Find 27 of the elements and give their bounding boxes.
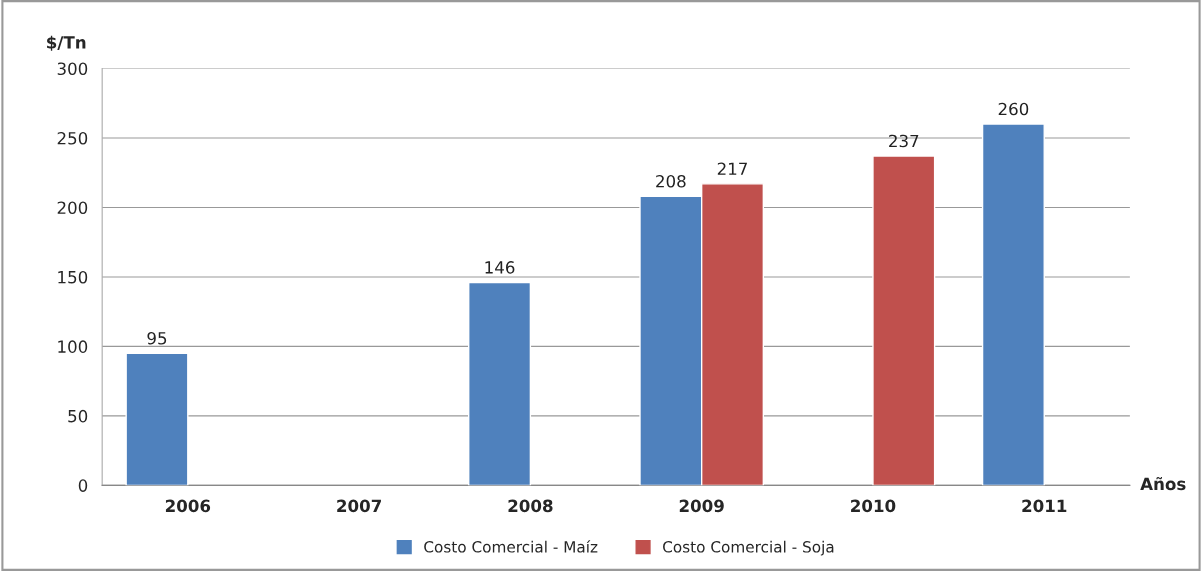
bar: [125, 352, 189, 486]
y-tick-label: 300: [57, 62, 88, 76]
bar: [872, 155, 936, 486]
legend-label: Costo Comercial - Maíz: [424, 540, 598, 553]
x-tick-label: 2009: [679, 499, 724, 513]
x-tick-label: 2007: [337, 499, 381, 513]
x-tick-label: 2010: [851, 499, 896, 513]
y-tick-label: 200: [57, 201, 88, 215]
data-label: 260: [998, 102, 1029, 116]
bar: [981, 123, 1045, 486]
x-tick-label: 2008: [508, 499, 553, 513]
y-axis-title: $/Tn: [47, 35, 86, 51]
legend-label: Costo Comercial - Soja: [663, 540, 834, 556]
bar: [468, 281, 532, 486]
data-label: 95: [147, 331, 167, 345]
y-tick-label: 250: [57, 131, 88, 145]
y-tick-label: 100: [58, 340, 88, 353]
data-label: 146: [485, 261, 515, 274]
y-tick-label: 50: [68, 409, 88, 423]
y-tick-label: 0: [78, 479, 88, 492]
data-label: 237: [889, 134, 919, 148]
x-tick-label: 2011: [1022, 499, 1067, 513]
y-tick-label: 150: [58, 270, 88, 284]
x-axis-title: Años: [1140, 476, 1186, 491]
data-label: 217: [717, 162, 747, 175]
data-label: 208: [656, 174, 686, 188]
x-tick-label: 2006: [165, 499, 211, 513]
